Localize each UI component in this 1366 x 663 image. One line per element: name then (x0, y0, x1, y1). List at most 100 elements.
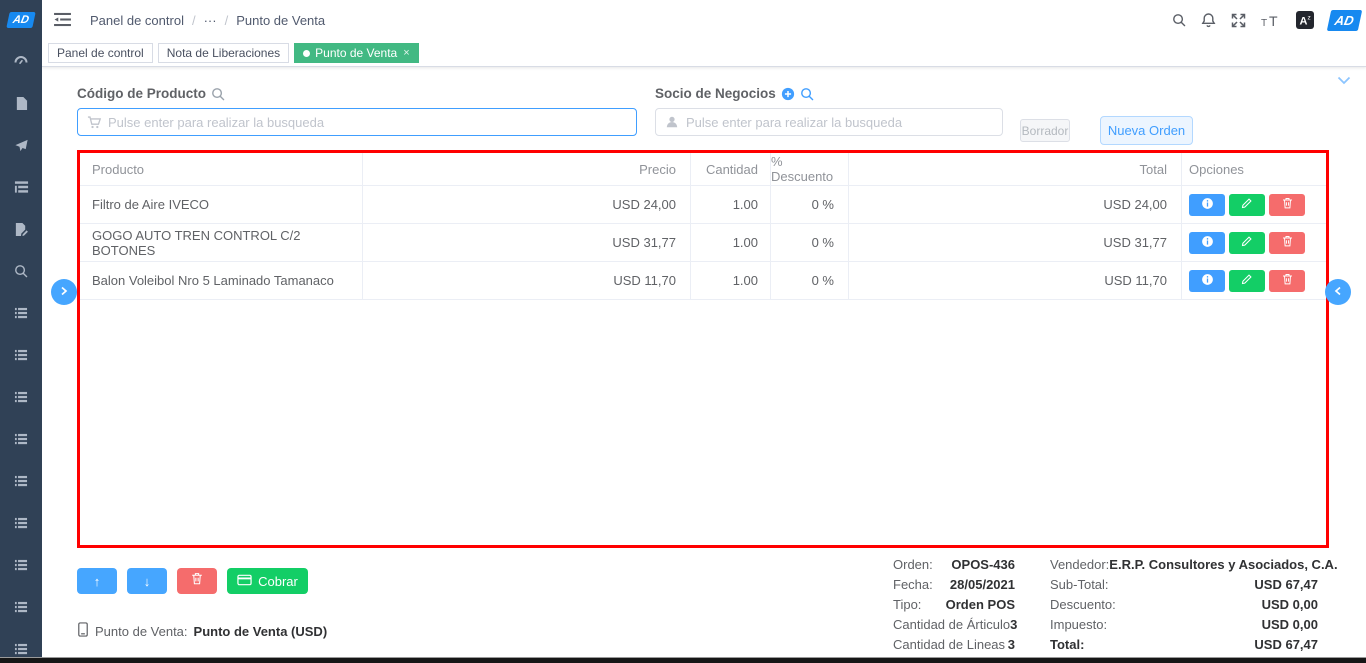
sidebar-item-5[interactable] (0, 208, 42, 250)
row-edit-button[interactable] (1229, 231, 1265, 254)
discount-cell: 0 % (771, 262, 849, 299)
search-icon[interactable] (1172, 13, 1186, 27)
total-cell: USD 11,70 (849, 262, 1182, 299)
app-logo-text: AD (6, 12, 36, 28)
sidebar-item-14[interactable] (0, 586, 42, 628)
table-row[interactable]: Filtro de Aire IVECO USD 24,00 1.00 0 % … (80, 186, 1326, 224)
row-delete-button[interactable] (1269, 193, 1305, 216)
total-cell: USD 31,77 (849, 224, 1182, 261)
table-row[interactable]: Balon Voleibol Nro 5 Laminado Tamanaco U… (80, 262, 1326, 300)
options-cell (1182, 262, 1326, 299)
info-icon (1201, 197, 1214, 213)
row-info-button[interactable] (1189, 193, 1225, 216)
breadcrumb-item-2[interactable]: ··· (203, 12, 217, 28)
sidebar-item-12[interactable] (0, 502, 42, 544)
document-icon (15, 96, 28, 111)
search-icon[interactable] (800, 87, 814, 101)
delete-line-button[interactable] (177, 568, 217, 594)
trash-icon (191, 572, 203, 590)
sidebar-item-3[interactable] (0, 124, 42, 166)
open-left-panel-button[interactable] (51, 279, 77, 305)
tab-nota-de-liberaciones[interactable]: Nota de Liberaciones (157, 43, 290, 63)
window-list-icon (14, 601, 28, 614)
order-lines-table: Producto Precio Cantidad% Descuento Total Op… (77, 150, 1329, 548)
edit-icon (1241, 235, 1253, 250)
window-list-icon (14, 433, 28, 446)
cobrar-button[interactable]: Cobrar (227, 568, 308, 594)
card-icon (237, 574, 252, 589)
summary-row: Cantidad de Lineas 3 (893, 637, 1015, 653)
screen-bottom-edge (0, 657, 1366, 663)
app-logo[interactable]: AD (0, 0, 42, 40)
svg-text:T: T (1261, 18, 1267, 28)
product-cell: Filtro de Aire IVECO (80, 186, 363, 223)
search-icon[interactable] (211, 87, 225, 101)
summary-row: Cantidad de Árticulo 3 (893, 617, 1018, 633)
arrow-down-icon: ↓ (143, 573, 151, 589)
sidebar-item-9[interactable] (0, 376, 42, 418)
bell-icon[interactable] (1201, 12, 1216, 28)
sidebar-item-1[interactable] (0, 40, 42, 82)
close-icon[interactable]: × (403, 47, 410, 59)
sidebar-item-10[interactable] (0, 418, 42, 460)
price-cell: USD 31,77 (363, 224, 691, 261)
draft-button[interactable]: Borrador (1020, 119, 1070, 142)
total-cell: USD 24,00 (849, 186, 1182, 223)
summary-row: Total: USD 67,47 (1050, 637, 1318, 653)
product-search-box (77, 108, 637, 136)
fullscreen-icon[interactable] (1231, 13, 1246, 28)
tab-active-dot (303, 49, 311, 57)
partner-search-input[interactable] (656, 109, 1002, 135)
move-down-button[interactable]: ↓ (127, 568, 167, 594)
sidebar-item-11[interactable] (0, 460, 42, 502)
partner-search-box (655, 108, 1003, 136)
row-info-button[interactable] (1189, 269, 1225, 292)
table-header: Producto Precio Cantidad% Descuento Total Op… (80, 153, 1326, 186)
summary-row: Vendedor: E.R.P. Consultores y Asociados… (1050, 556, 1338, 572)
tab-panel-de-control[interactable]: Panel de control (48, 43, 153, 63)
row-delete-button[interactable] (1269, 269, 1305, 292)
product-search-input[interactable] (78, 109, 636, 135)
sidebar-item-4[interactable] (0, 166, 42, 208)
order-summary-left: Orden: OPOS-436 Fecha: 28/05/2021 Tipo: … (893, 554, 1018, 655)
chevron-left-icon (1333, 283, 1343, 301)
row-edit-button[interactable] (1229, 193, 1265, 216)
open-right-panel-button[interactable] (1325, 279, 1351, 305)
discount-cell: 0 % (771, 186, 849, 223)
breadcrumb-separator: / (224, 12, 229, 28)
tags-view-bar: Panel de control Nota de Liberaciones Punt… (42, 40, 1366, 67)
plus-circle-icon[interactable] (781, 87, 795, 101)
window-list-icon (14, 559, 28, 572)
product-code-label: Código de Producto (77, 86, 225, 101)
tab-punto-de-venta[interactable]: Punto de Venta × (294, 43, 419, 63)
table-row[interactable]: GOGO AUTO TREN CONTROL C/2 BOTONES USD 3… (80, 224, 1326, 262)
user-avatar[interactable]: AD (1326, 9, 1363, 31)
sidebar-item-6[interactable] (0, 250, 42, 292)
new-order-button[interactable]: Nueva Orden (1100, 116, 1193, 145)
svg-text:T: T (1269, 13, 1278, 28)
sidebar-item-7[interactable] (0, 292, 42, 334)
sidebar-item-15[interactable] (0, 628, 42, 663)
chevron-down-icon[interactable] (1337, 72, 1351, 90)
breadcrumb-item-3[interactable]: Punto de Venta (236, 12, 326, 28)
breadcrumb-separator: / (191, 12, 196, 28)
row-info-button[interactable] (1189, 231, 1225, 254)
search-icon (14, 264, 28, 278)
row-delete-button[interactable] (1269, 231, 1305, 254)
user-icon (665, 115, 679, 134)
cart-icon (87, 115, 102, 135)
sidebar-item-2[interactable] (0, 82, 42, 124)
breadcrumb-item-1[interactable]: Panel de control (90, 12, 184, 28)
menu-fold-icon[interactable] (54, 12, 71, 32)
move-up-button[interactable]: ↑ (77, 568, 117, 594)
column-header-precio: Precio (363, 153, 691, 185)
sidebar-item-8[interactable] (0, 334, 42, 376)
sidebar-item-13[interactable] (0, 544, 42, 586)
row-edit-button[interactable] (1229, 269, 1265, 292)
table-header-row: Producto Precio Cantidad% Descuento Total Op… (80, 153, 1326, 186)
product-cell: GOGO AUTO TREN CONTROL C/2 BOTONES (80, 224, 363, 261)
sidebar-menu (0, 40, 42, 663)
column-header-descuento: % Descuento (771, 153, 849, 185)
